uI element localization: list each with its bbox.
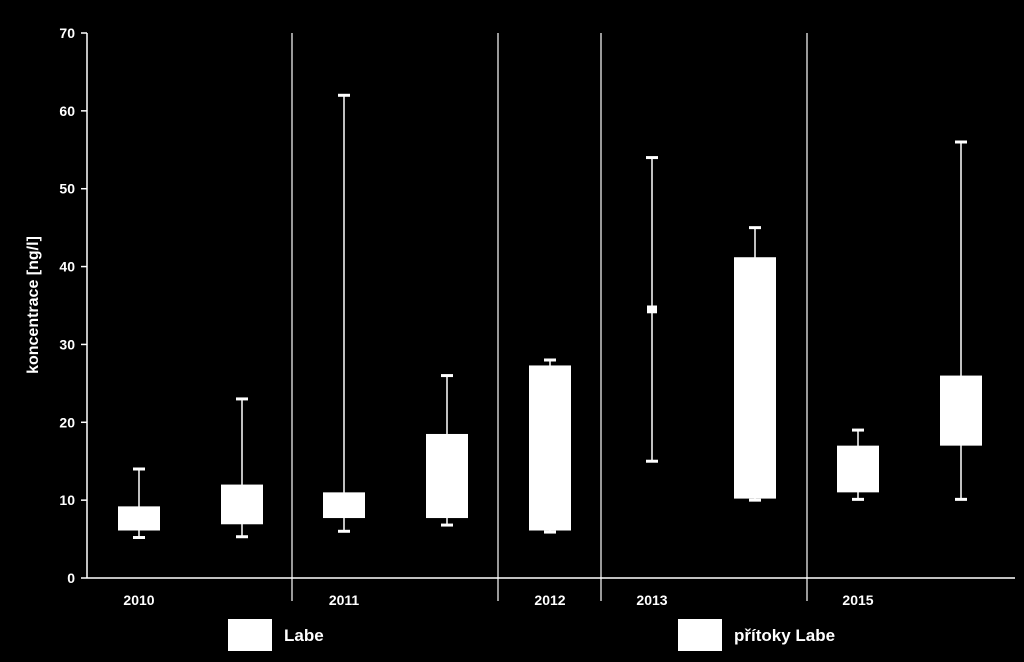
y-tick-label: 50 — [59, 181, 75, 197]
box-body — [118, 506, 160, 531]
group-dividers — [291, 33, 808, 601]
box-2010-labe — [118, 467, 160, 540]
y-tick-label: 40 — [59, 259, 75, 275]
box-body — [323, 492, 365, 519]
y-axis: 0 10 20 30 40 50 60 70 — [59, 25, 88, 586]
box-body — [837, 445, 879, 493]
legend-label-labe: Labe — [284, 626, 324, 645]
y-tick-label: 60 — [59, 103, 75, 119]
y-tick-label: 70 — [59, 25, 75, 41]
box-2011-labe — [323, 93, 365, 533]
y-tick-label: 30 — [59, 336, 75, 352]
box-2015-pritoky-labe — [940, 140, 982, 501]
legend: Labe přítoky Labe — [228, 619, 835, 651]
legend-label-pritoky-labe: přítoky Labe — [734, 626, 835, 645]
box-2011-pritoky-labe — [426, 374, 468, 527]
box-body — [426, 433, 468, 519]
legend-swatch-pritoky-labe — [678, 619, 722, 651]
box-2013-pritoky-labe — [734, 226, 776, 502]
y-axis-title: koncentrace [ng/l] — [25, 236, 42, 374]
y-tick-label: 10 — [59, 492, 75, 508]
box-body — [529, 365, 571, 531]
box-2015-labe — [837, 428, 879, 501]
box-body — [940, 375, 982, 446]
box-2013-labe — [646, 156, 658, 463]
box-body — [734, 257, 776, 499]
box-2012-pritoky-labe — [529, 358, 571, 534]
boxes — [118, 93, 982, 540]
legend-swatch-labe — [228, 619, 272, 651]
x-tick-label: 2010 — [123, 592, 154, 608]
x-tick-label: 2015 — [842, 592, 873, 608]
x-tick-label: 2011 — [329, 592, 360, 608]
box-2010-pritoky-labe — [221, 397, 263, 539]
x-tick-label: 2012 — [534, 592, 565, 608]
x-tick-label: 2013 — [636, 592, 667, 608]
y-tick-label: 20 — [59, 414, 75, 430]
box-body — [647, 305, 657, 314]
y-tick-label: 0 — [67, 570, 75, 586]
x-axis: 2010 2011 2012 2013 2015 — [87, 577, 1015, 608]
box-body — [221, 484, 263, 525]
